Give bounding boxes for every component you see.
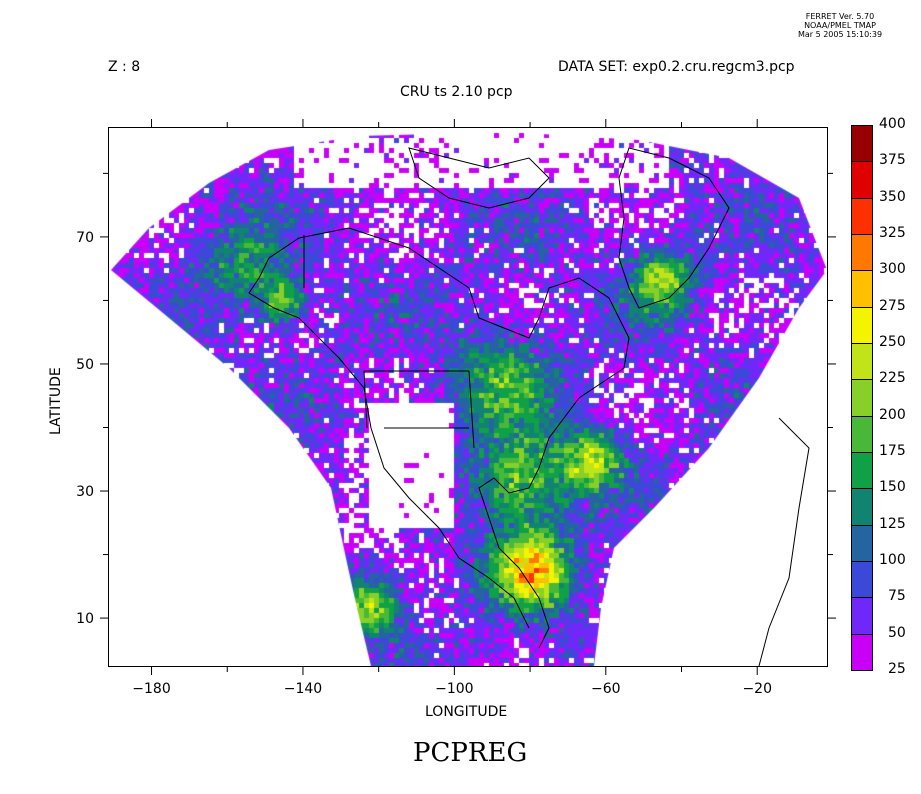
colorbar-swatch: [851, 125, 873, 163]
colorbar-label: 375: [879, 152, 906, 169]
colorbar-swatch: [851, 197, 873, 235]
y-tick-label: 10: [76, 611, 94, 627]
colorbar-label: 400: [879, 116, 906, 132]
coastline: [618, 147, 730, 309]
map-plot-area: [108, 127, 828, 667]
colorbar-swatch: [851, 379, 873, 417]
coastline: [248, 257, 530, 629]
coastline: [758, 417, 810, 666]
x-tick-label: −140: [284, 681, 322, 697]
x-tick-label: −180: [132, 681, 170, 697]
variable-title: PCPREG: [413, 738, 528, 768]
y-axis-label: LATITUDE: [48, 367, 64, 435]
colorbar-swatch: [851, 597, 873, 635]
colorbar-label: 200: [879, 406, 906, 423]
x-tick-label: −60: [591, 681, 621, 697]
coastline: [268, 227, 630, 649]
colorbar-swatch: [851, 633, 873, 671]
colorbar-label: 50: [888, 624, 906, 641]
colorbar-swatch: [851, 270, 873, 308]
ferret-stamp: FERRET Ver. 5.70 NOAA/PMEL TMAP Mar 5 20…: [790, 12, 890, 39]
x-tick-label: −100: [435, 681, 473, 697]
colorbar-label: 350: [879, 188, 906, 205]
ferret-version: FERRET Ver. 5.70: [805, 12, 875, 21]
colorbar-swatch: [851, 488, 873, 526]
colorbar-swatch: [851, 343, 873, 381]
colorbar-swatch: [851, 234, 873, 272]
colorbar-label: 300: [879, 261, 906, 278]
colorbar-label: 100: [879, 552, 906, 568]
y-tick-label: 30: [76, 484, 94, 500]
colorbar-label: 175: [879, 443, 906, 459]
colorbar: [851, 125, 875, 671]
colorbar-swatch: [851, 561, 873, 599]
x-axis-label: LONGITUDE: [425, 704, 508, 720]
dataset-label: DATA SET: exp0.2.cru.regcm3.pcp: [558, 59, 795, 75]
colorbar-label: 125: [879, 515, 906, 532]
z-label: Z : 8: [108, 59, 141, 75]
colorbar-swatch: [851, 524, 873, 562]
y-tick-label: 50: [76, 357, 94, 373]
x-tick-label: −20: [742, 681, 772, 697]
colorbar-label: 275: [879, 297, 906, 314]
colorbar-label: 325: [879, 225, 906, 241]
plot-subtitle: CRU ts 2.10 pcp: [400, 84, 513, 100]
coastline-overlay: [248, 147, 810, 666]
y-tick-label: 70: [76, 230, 94, 246]
coastline: [408, 147, 550, 209]
ferret-date: Mar 5 2005 15:10:39: [797, 30, 883, 39]
ferret-org: NOAA/PMEL TMAP: [804, 21, 876, 30]
precipitation-field: [109, 128, 827, 666]
colorbar-label: 25: [888, 661, 906, 677]
colorbar-label: 150: [879, 479, 906, 496]
colorbar-label: 225: [879, 370, 906, 387]
coastline: [363, 370, 475, 449]
colorbar-swatch: [851, 306, 873, 344]
colorbar-label: 250: [879, 334, 906, 350]
colorbar-swatch: [851, 161, 873, 199]
colorbar-label: 75: [888, 588, 906, 605]
colorbar-swatch: [851, 415, 873, 453]
colorbar-swatch: [851, 452, 873, 490]
